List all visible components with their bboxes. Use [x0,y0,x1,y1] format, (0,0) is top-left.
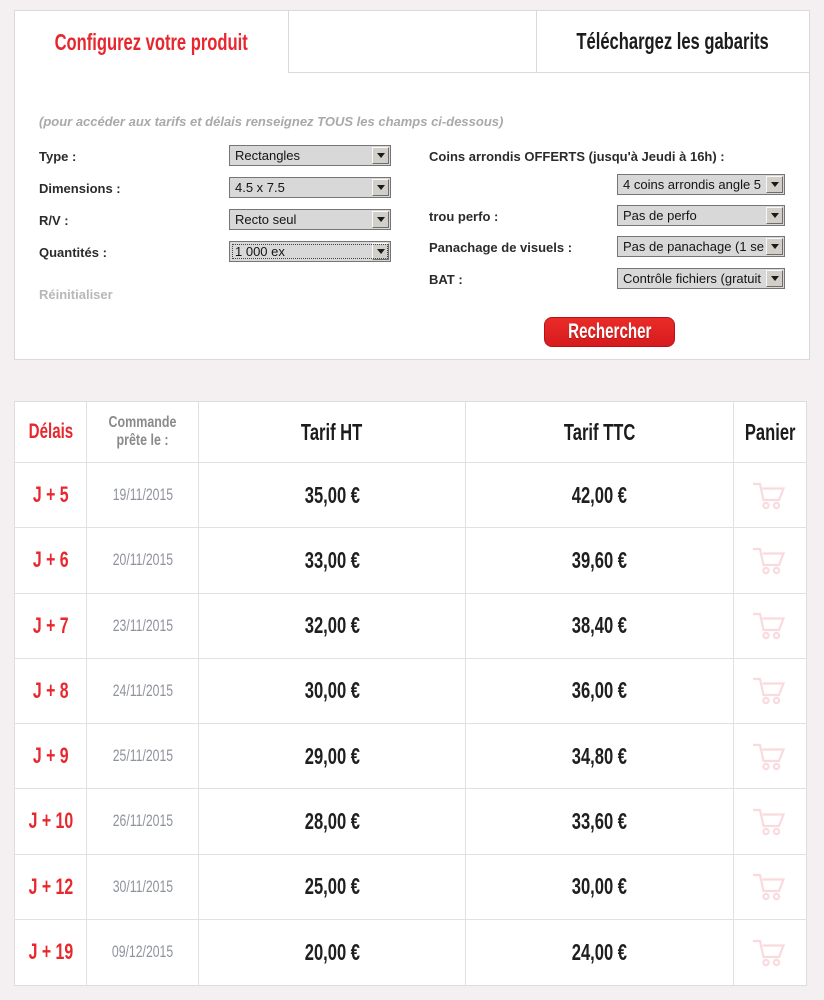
dimensions-label: Dimensions : [39,181,121,196]
table-row: J + 7 23/11/2015 32,00 € 38,40 € [15,593,806,659]
dropdown-arrow-icon [372,243,389,260]
tarif-ttc-value: 24,00 € [571,938,628,965]
delay-value: J + 9 [32,743,69,769]
tab-configure-label: Configurez votre produit [54,28,249,55]
recto-verso-select[interactable]: Recto seul [229,209,391,230]
visual-mix-label: Panachage de visuels : [429,240,573,255]
rounded-corners-select[interactable]: 4 coins arrondis angle 5 [617,174,785,195]
pricing-table: Délais Commande prête le : Tarif HT Tari… [14,401,807,986]
type-label: Type : [39,149,77,164]
form-instruction: (pour accéder aux tarifs et délais rense… [39,114,504,129]
tarif-ht-value: 28,00 € [304,807,360,834]
tarif-ht-value: 30,00 € [304,677,360,704]
table-row: J + 10 26/11/2015 28,00 € 33,60 € [15,789,806,855]
perforation-select[interactable]: Pas de perfo [617,205,785,226]
add-to-cart-icon[interactable] [750,479,790,512]
tarif-ht-value: 29,00 € [304,742,360,769]
dimensions-select[interactable]: 4.5 x 7.5 [229,177,391,198]
tab-bar: Configurez votre produit Téléchargez les… [15,11,809,73]
tarif-ttc-value: 30,00 € [571,873,628,900]
search-button-label: Rechercher [567,320,652,343]
type-select[interactable]: Rectangles [229,145,391,166]
delay-value: J + 7 [32,612,69,638]
tarif-ttc-value: 38,40 € [571,612,628,639]
ready-date-value: 20/11/2015 [112,550,173,570]
rounded-corners-label: Coins arrondis OFFERTS (jusqu'à Jeudi à … [429,149,725,164]
tarif-ht-value: 25,00 € [304,873,360,900]
dropdown-arrow-icon [372,211,389,228]
quantities-select[interactable]: 1 000 ex [229,241,391,262]
table-row: J + 6 20/11/2015 33,00 € 39,60 € [15,528,806,594]
visual-mix-select[interactable]: Pas de panachage (1 se [617,236,785,257]
dropdown-arrow-icon [372,147,389,164]
tarif-ht-value: 32,00 € [304,612,360,639]
bat-label: BAT : [429,272,463,287]
tarif-ttc-value: 33,60 € [571,807,628,834]
recto-verso-label: R/V : [39,213,69,228]
dropdown-arrow-icon [766,270,783,287]
quantities-select-value: 1 000 ex [235,244,285,259]
add-to-cart-icon[interactable] [750,544,790,577]
perforation-select-value: Pas de perfo [623,208,697,223]
tarif-ttc-value: 36,00 € [571,677,628,704]
tab-bar-spacer [289,11,536,73]
header-ready-date: Commande prête le : [108,414,177,449]
perforation-label: trou perfo : [429,209,499,224]
add-to-cart-icon[interactable] [750,936,790,969]
table-row: J + 9 25/11/2015 29,00 € 34,80 € [15,724,806,790]
table-row: J + 19 09/12/2015 20,00 € 24,00 € [15,919,806,985]
ready-date-value: 19/11/2015 [112,485,173,505]
delay-value: J + 8 [32,677,69,703]
header-delay: Délais [28,420,73,443]
reset-link[interactable]: Réinitialiser [39,287,113,302]
recto-verso-select-value: Recto seul [235,212,297,227]
delay-value: J + 12 [28,873,73,899]
add-to-cart-icon[interactable] [750,870,790,903]
ready-date-value: 23/11/2015 [112,615,173,635]
add-to-cart-icon[interactable] [750,674,790,707]
table-row: J + 8 24/11/2015 30,00 € 36,00 € [15,658,806,724]
add-to-cart-icon[interactable] [750,805,790,838]
tarif-ttc-value: 34,80 € [571,742,628,769]
table-row: J + 5 19/11/2015 35,00 € 42,00 € [15,463,806,529]
tab-templates-label: Téléchargez les gabarits [576,28,770,54]
tab-download-templates[interactable]: Téléchargez les gabarits [536,11,809,73]
table-row: J + 12 30/11/2015 25,00 € 30,00 € [15,854,806,920]
type-select-value: Rectangles [235,148,301,163]
delay-value: J + 6 [32,547,69,573]
visual-mix-select-value: Pas de panachage (1 se [623,239,764,254]
tab-configure-product[interactable]: Configurez votre produit [15,11,289,73]
tarif-ht-value: 20,00 € [304,938,360,965]
product-configurator-panel: Configurez votre produit Téléchargez les… [14,10,810,360]
header-tarif-ht: Tarif HT [301,418,363,445]
dropdown-arrow-icon [766,238,783,255]
ready-date-value: 24/11/2015 [112,680,173,700]
ready-date-value: 25/11/2015 [112,746,173,766]
dropdown-arrow-icon [766,176,783,193]
ready-date-value: 26/11/2015 [112,811,173,831]
search-button[interactable]: Rechercher [544,317,675,347]
delay-value: J + 10 [28,808,73,834]
tarif-ht-value: 35,00 € [304,481,360,508]
tarif-ttc-value: 39,60 € [571,546,628,573]
dropdown-arrow-icon [766,207,783,224]
bat-select[interactable]: Contrôle fichiers (gratuit [617,268,785,289]
ready-date-value: 30/11/2015 [112,876,173,896]
header-cart: Panier [744,418,796,445]
table-header-row: Délais Commande prête le : Tarif HT Tari… [15,402,806,463]
header-tarif-ttc: Tarif TTC [563,418,636,445]
rounded-corners-select-value: 4 coins arrondis angle 5 [623,177,762,192]
bat-select-value: Contrôle fichiers (gratuit [623,271,761,286]
add-to-cart-icon[interactable] [750,740,790,773]
tarif-ttc-value: 42,00 € [571,481,628,508]
dropdown-arrow-icon [372,179,389,196]
ready-date-value: 09/12/2015 [111,942,174,962]
add-to-cart-icon[interactable] [750,609,790,642]
tarif-ht-value: 33,00 € [304,546,360,573]
delay-value: J + 5 [32,482,69,508]
quantities-label: Quantités : [39,245,107,260]
delay-value: J + 19 [28,939,73,965]
dimensions-select-value: 4.5 x 7.5 [235,180,285,195]
